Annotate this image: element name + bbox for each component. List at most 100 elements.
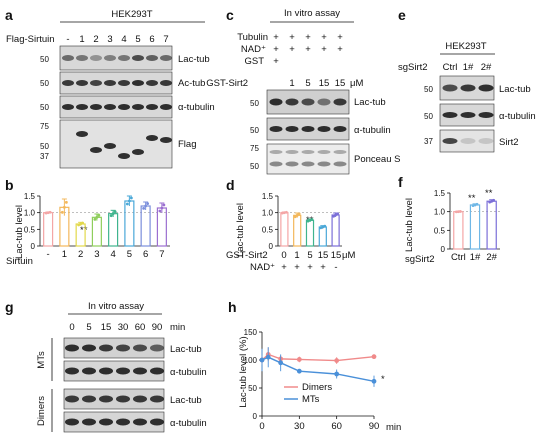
panel-g-band-mts-tub [150, 367, 164, 375]
panel-c-condition-unit: μM [350, 78, 363, 89]
y-tick-label: 1.0 [434, 208, 446, 217]
panel-e-band-tub [478, 112, 494, 118]
data-point [146, 202, 150, 206]
panel-c-marker: 50 [250, 126, 259, 135]
panel-f-ylabel: Lac-tub level [404, 198, 415, 252]
panel-e-bands [442, 84, 494, 144]
x-tick-label: 4 [110, 249, 115, 260]
data-point [297, 212, 301, 216]
panel-b-ylabel: Lac-tub level [14, 205, 25, 259]
bar [108, 213, 119, 247]
data-point [60, 210, 64, 214]
panel-a-band-ac [90, 80, 102, 86]
panel-g-row-label: Lac-tub [170, 344, 202, 355]
panel-a-band-tub [62, 104, 74, 110]
panel-c-band-lac [301, 98, 315, 106]
panel-c-conditions: Tubulin + + + + +NAD⁺ + + + + +GST +GST-Sirt2 1 5 15 15… [206, 32, 363, 89]
panel-g-group-label: Dimers [36, 396, 47, 426]
bar [486, 200, 497, 250]
panel-a-band-lac [118, 55, 130, 61]
panel-c-band-lac [333, 98, 347, 106]
panel-c-condition-value: + [305, 44, 311, 55]
data-point [293, 215, 297, 219]
panel-c-condition-value: + [305, 32, 311, 43]
panel-e-blot-sirt2 [439, 129, 495, 153]
panel-g-band-dimer-tub [99, 418, 113, 426]
panel-d-row1-value: 15 [318, 250, 329, 261]
panel-e-band-sirt2 [478, 138, 494, 144]
panel-a-band-flag [76, 131, 88, 137]
panel-d-row2-value: + [307, 262, 313, 273]
panel-g-band-mts-lac [133, 344, 147, 352]
panel-c-row-label: α-tubulin [354, 125, 391, 136]
data-point [111, 212, 115, 216]
panel-e-band-lac [442, 84, 458, 92]
panel-g-band-mts-lac [65, 344, 79, 352]
panel-g-bands [65, 344, 164, 426]
panel-c-condition-label: NAD⁺ [241, 44, 266, 55]
x-tick-label: Ctrl [451, 252, 466, 263]
data-point [259, 357, 265, 363]
panel-g-band-mts-tub [133, 367, 147, 375]
y-tick-label: 0.5 [24, 225, 36, 234]
panel-g-band-mts-lac [82, 344, 96, 352]
panel-a-band-ac [118, 80, 130, 86]
panel-a-lane-label-item: 1 [79, 34, 84, 45]
x-tick-label: 0 [259, 421, 264, 432]
panel-a-row-label: Ac-tub [178, 78, 205, 89]
panel-e-lane-label-item: Ctrl [443, 62, 458, 73]
data-point [334, 358, 340, 363]
panel-g-time-label: 0 [69, 322, 74, 333]
panel-c-condition-value: + [289, 44, 295, 55]
y-tick-label: 0 [31, 242, 36, 251]
panel-e-lane-labels: Ctrl 1# 2# [443, 62, 492, 73]
panel-c-band-tub [301, 126, 315, 132]
panel-e: e HEK293T sgSirt2 Ctrl 1# 2# 50 50 37 Lac-… [398, 7, 536, 153]
panel-a-band-flag [90, 147, 102, 153]
panel-a-band-flag [146, 135, 158, 141]
panel-h-legend-label: MTs [302, 394, 320, 405]
panel-c-condition-value: 15 [335, 78, 346, 89]
panel-f-letter: f [398, 174, 403, 190]
bar [293, 214, 302, 247]
panel-d-row1-unit: μM [342, 250, 355, 261]
panel-g-band-dimer-lac [150, 395, 164, 403]
panel-c-band-ponceau [301, 150, 315, 154]
data-point [295, 213, 299, 217]
panel-g-band-dimer-lac [82, 395, 96, 403]
panel-g-time-label: 30 [118, 322, 129, 333]
panel-g-group-label: MTs [36, 351, 47, 369]
data-point [113, 210, 117, 214]
panel-c-band-tub [285, 126, 299, 132]
panel-c-condition-value: + [273, 44, 279, 55]
panel-d-condition-row: 0 1 5 15 15+ + + + - [281, 250, 341, 273]
data-point [109, 214, 113, 218]
bar [124, 200, 135, 247]
x-tick-label: 7 [159, 249, 164, 260]
panel-c-condition-value: + [337, 44, 343, 55]
panel-a-band-ac [132, 80, 144, 86]
panel-g-band-mts-tub [82, 367, 96, 375]
panel-c-band-ponceau [285, 161, 299, 167]
panel-c-row-label: Lac-tub [354, 97, 386, 108]
panel-e-row-label: Lac-tub [499, 84, 531, 95]
data-point [160, 206, 164, 210]
panel-g-row-label: Lac-tub [170, 395, 202, 406]
x-tick-label: 1 [62, 249, 67, 260]
data-point [129, 196, 133, 200]
panel-a-letter: a [5, 7, 13, 23]
bar [453, 211, 464, 250]
panel-a-band-flag [160, 137, 172, 143]
data-point [475, 202, 479, 206]
panel-c-band-tub [269, 126, 283, 132]
panel-g-band-dimer-lac [116, 395, 130, 403]
panel-g-band-mts-lac [116, 344, 130, 352]
panel-a-lane-label-item: 7 [163, 34, 168, 45]
panel-g-letter: g [5, 299, 14, 315]
x-tick-label: 5 [127, 249, 132, 260]
panel-g-row-label: α-tubulin [170, 367, 207, 378]
data-point [144, 204, 148, 208]
y-tick-label: 1.5 [262, 192, 274, 201]
